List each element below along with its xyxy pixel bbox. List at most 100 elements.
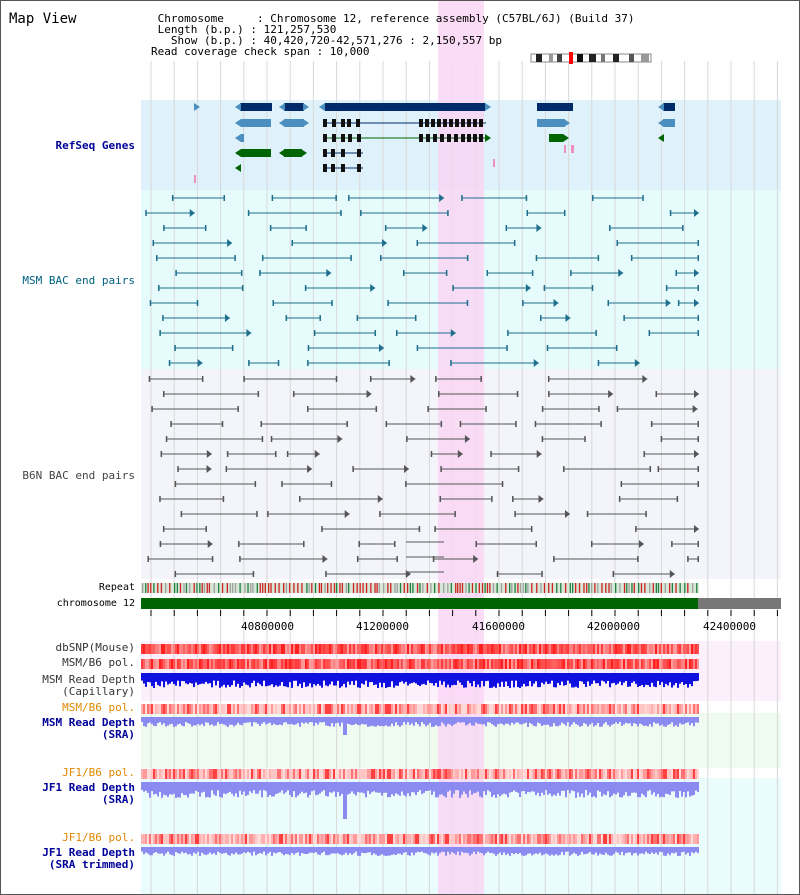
jf1-b6-pol-heat-cell	[365, 834, 367, 844]
msm-b6-pol-heat-cell	[489, 704, 491, 714]
repeat-element	[461, 583, 464, 593]
dbsnp-heat-cell	[697, 644, 699, 654]
jf1-b6-pol-heat-cell	[157, 834, 159, 844]
jf1-trimmed-depth-bar	[487, 847, 489, 852]
b6n-bac-pair-arrow	[337, 435, 343, 443]
jf1-b6-pol-heat-cell	[491, 834, 493, 844]
msm-capillary-depth-bar	[293, 673, 295, 681]
b6n-bac-pair-end	[697, 541, 699, 547]
msm-sra-depth-bar	[317, 717, 319, 725]
jf1-trimmed-depth-bar	[529, 847, 531, 854]
gene-exon	[663, 103, 675, 111]
msm-b6-pol-heat-cell	[177, 704, 179, 714]
dbsnp-heat-cell	[551, 644, 553, 654]
jf1-b6-pol-heat-cell	[237, 834, 239, 844]
msm-b6-pol-heat-cell	[141, 704, 143, 714]
b6n-bac-pair-end	[275, 451, 277, 457]
msm-bac-pair-end	[697, 240, 699, 246]
msm-sra-depth-bar	[169, 717, 171, 725]
ideogram-band	[601, 54, 605, 62]
jf1-b6-pol-heat-cell	[473, 834, 475, 844]
msm-capillary-depth-bar	[189, 673, 191, 683]
msm-bac-pair-end	[697, 315, 699, 321]
jf1-b6-pol-heat-cell	[155, 769, 157, 779]
msm-b6-pol-heat-cell	[173, 704, 175, 714]
msm-b6-pol-heat-cell	[471, 704, 473, 714]
jf1-trimmed-depth-bar	[237, 847, 239, 855]
msm-sra-depth-bar	[567, 717, 569, 723]
dbsnp-heat-cell	[469, 644, 471, 654]
gene-exon	[240, 103, 272, 111]
dbsnp-heat-cell	[217, 644, 219, 654]
refseq-gene-features[interactable]	[194, 103, 675, 183]
b6n-bac-pair-end	[406, 436, 408, 442]
msm-bac-pair-end	[506, 345, 508, 351]
jf1-b6-pol-heat-cell	[559, 769, 561, 779]
jf1-trimmed-depth-bar	[521, 847, 523, 856]
msm-capillary-depth-bar	[165, 673, 167, 682]
jf1-b6-pol-heat-cell	[479, 769, 481, 779]
msm-b6-pol-heat-cell	[529, 659, 531, 669]
msm-sra-depth-bar	[443, 717, 445, 725]
b6n-bac-pair-arrow	[638, 540, 644, 548]
msm-capillary-depth-bar	[561, 673, 563, 682]
repeat-element	[668, 583, 671, 593]
jf1-trimmed-depth-bar	[621, 847, 623, 852]
jf1-sra-depth-bar	[383, 782, 385, 793]
msm-capillary-depth-bar	[313, 673, 315, 685]
msm-b6-pol-heat-cell	[555, 659, 557, 669]
jf1-b6-pol-heat-cell	[261, 834, 263, 844]
jf1-b6-pol-heat-cell	[269, 834, 271, 844]
msm-sra-depth-bar	[383, 717, 385, 727]
jf1-b6-pol-heat-cell	[345, 834, 347, 844]
jf1-trimmed-depth-bar	[243, 847, 245, 853]
jf1-b6-pol-heat-cell	[363, 769, 365, 779]
msm-b6-pol-heat-cell	[301, 659, 303, 669]
b6n-bac-pair-end	[541, 436, 544, 442]
msm-capillary-depth-bar	[217, 673, 219, 681]
msm-b6-pol-heat-cell	[243, 659, 245, 669]
jf1-b6-pol-heat-cell	[393, 834, 395, 844]
msm-b6-pol-heat-cell	[181, 704, 183, 714]
jf1-b6-pol-heat-cell	[369, 769, 371, 779]
track-label-msm-bac[interactable]: MSM BAC end pairs	[22, 274, 135, 287]
msm-b6-pol-heat-cell	[487, 704, 489, 714]
msm-b6-pol-heat-cell	[621, 659, 623, 669]
jf1-b6-pol-heat-cell	[599, 769, 601, 779]
jf1-b6-pol-heat-cell	[373, 769, 375, 779]
msm-capillary-depth-bar	[419, 673, 421, 686]
msm-b6-pol-heat-cell	[553, 659, 555, 669]
msm-capillary-depth-bar	[445, 673, 447, 688]
jf1-b6-pol-heat-cell	[393, 769, 395, 779]
jf1-b6-pol-heat-cell	[493, 769, 495, 779]
dbsnp-heat-cell	[507, 644, 509, 654]
b6n-bac-end-pair-features[interactable]	[147, 375, 699, 578]
msm-b6-pol-heat-cell	[531, 704, 533, 714]
repeat-element	[619, 583, 621, 593]
msm-capillary-depth-bar	[329, 673, 331, 685]
track-label-b6n-bac[interactable]: B6N BAC end pairs	[22, 469, 135, 482]
jf1-sra-depth-bar	[631, 782, 633, 793]
repeat-element	[615, 583, 617, 593]
jf1-b6-pol-heat-cell	[255, 834, 257, 844]
jf1-sra-depth-bar	[325, 782, 327, 796]
gene-strand-arrow	[301, 149, 307, 157]
jf1-sra-depth-bar	[227, 782, 229, 793]
jf1-b6-pol-heat-cell	[289, 769, 291, 779]
jf1-b6-pol-heat-cell	[187, 769, 189, 779]
track-label-refseq[interactable]: RefSeq Genes	[55, 139, 135, 152]
jf1-sra-depth-bar	[373, 782, 375, 792]
jf1-b6-pol-heat-cell	[633, 769, 635, 779]
msm-b6-pol-heat-cell	[341, 659, 343, 669]
dbsnp-heat-cell	[639, 644, 641, 654]
track-label-msm-sra: (SRA)	[101, 728, 135, 741]
repeat-element	[314, 583, 317, 593]
msm-b6-pol-heat-cell	[537, 659, 539, 669]
msm-bac-end-pair-features[interactable]	[145, 194, 699, 367]
chromosome-ideogram[interactable]	[530, 52, 652, 64]
dbsnp-heat-cell	[197, 644, 199, 654]
msm-sra-depth-bar	[635, 717, 637, 725]
jf1-b6-pol-heat-cell	[447, 769, 449, 779]
